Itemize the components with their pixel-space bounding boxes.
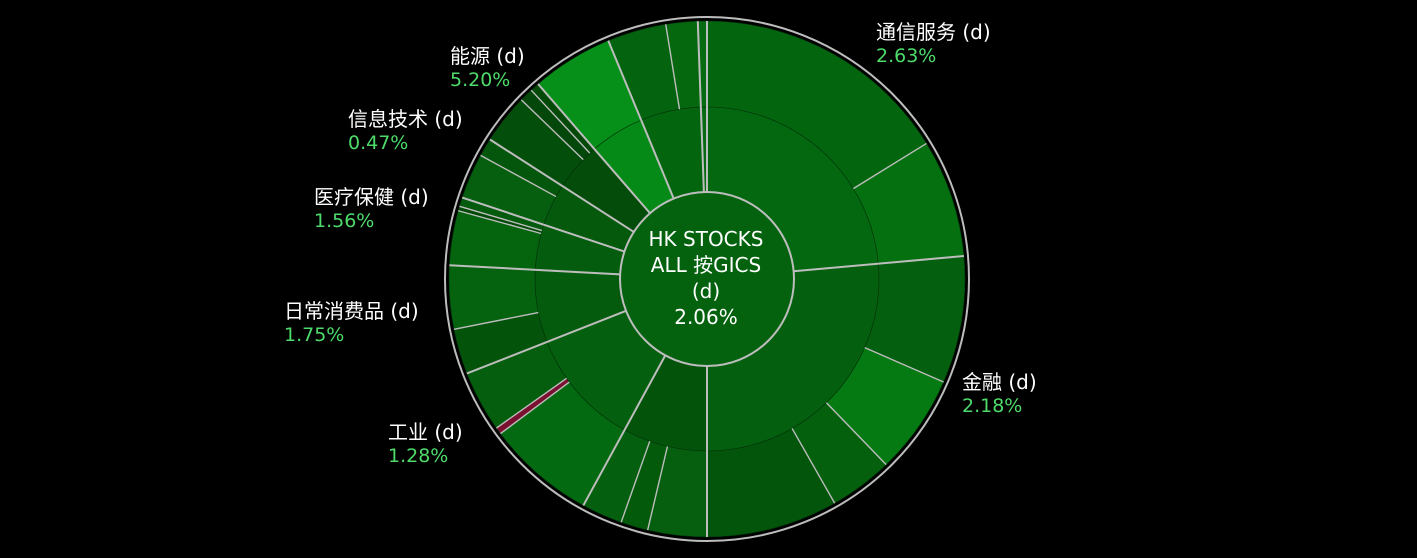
sector-label-industrials[interactable]: 工业 (d) 1.28%: [388, 420, 463, 468]
sector-divider: [461, 196, 625, 253]
sector-name: 能源 (d): [450, 44, 525, 68]
sector-name: 通信服务 (d): [876, 20, 991, 44]
center-title-line1: HK STOCKS: [648, 227, 764, 251]
industry-divider: [500, 381, 570, 435]
sector-divider: [489, 138, 635, 233]
industry-divider: [864, 347, 944, 383]
sector-label-information-technology[interactable]: 信息技术 (d) 0.47%: [348, 107, 463, 155]
industry-divider: [665, 24, 681, 110]
sector-label-consumer-staples[interactable]: 日常消费品 (d) 1.75%: [284, 299, 419, 347]
sector-label-energy[interactable]: 能源 (d) 5.20%: [450, 44, 525, 92]
industry-divider: [646, 446, 669, 531]
sector-3[interactable]: [466, 310, 666, 506]
sector-9[interactable]: [607, 20, 705, 200]
sector-change: 2.63%: [876, 45, 937, 67]
industry-divider: [825, 402, 887, 466]
industry-divider: [530, 89, 591, 154]
industry-divider: [480, 154, 557, 198]
sector-4[interactable]: [448, 264, 627, 374]
sector-change: 1.56%: [314, 210, 375, 232]
sector-divider: [607, 40, 675, 200]
industry-divider: [458, 210, 542, 235]
center-value: 2.06%: [674, 305, 738, 329]
industry-divider: [852, 142, 927, 190]
center-title-line2: ALL 按GICS: [650, 253, 762, 277]
sector-divider: [696, 21, 705, 193]
sector-change: 1.28%: [388, 445, 449, 467]
sector-label-communication[interactable]: 通信服务 (d) 2.63%: [876, 20, 991, 68]
sector-change: 1.75%: [284, 324, 345, 346]
industry-divider: [520, 99, 584, 161]
sector-divider: [449, 264, 621, 276]
industry-divider: [620, 440, 651, 523]
sector-label-health-care[interactable]: 医疗保健 (d) 1.56%: [314, 185, 429, 233]
sector-change: 5.20%: [450, 69, 511, 91]
sector-change: 2.18%: [962, 395, 1023, 417]
industry-divider: [791, 428, 836, 504]
center-label: HK STOCKS ALL 按GICS (d) 2.06%: [606, 226, 806, 330]
sector-5[interactable]: [449, 197, 625, 275]
sector-name: 工业 (d): [388, 420, 463, 444]
sector-0[interactable]: [706, 20, 965, 272]
industry-divider: [459, 205, 543, 232]
industry-divider: [495, 377, 568, 429]
sector-name: 日常消费品 (d): [284, 299, 419, 323]
sector-6[interactable]: [461, 139, 635, 252]
sector-divider: [793, 255, 965, 273]
sector-name: 医疗保健 (d): [314, 185, 429, 209]
sector-2[interactable]: [582, 354, 708, 538]
sector-divider: [466, 309, 627, 375]
industry-divider: [453, 311, 539, 331]
center-title-line3: (d): [691, 279, 721, 303]
sector-label-financials[interactable]: 金融 (d) 2.18%: [962, 370, 1037, 418]
sector-change: 0.47%: [348, 132, 409, 154]
center-disc[interactable]: [619, 191, 795, 367]
sector-divider: [582, 354, 667, 506]
sector-name: 信息技术 (d): [348, 107, 463, 131]
sector-divider: [537, 83, 651, 214]
sector-name: 金融 (d): [962, 370, 1037, 394]
